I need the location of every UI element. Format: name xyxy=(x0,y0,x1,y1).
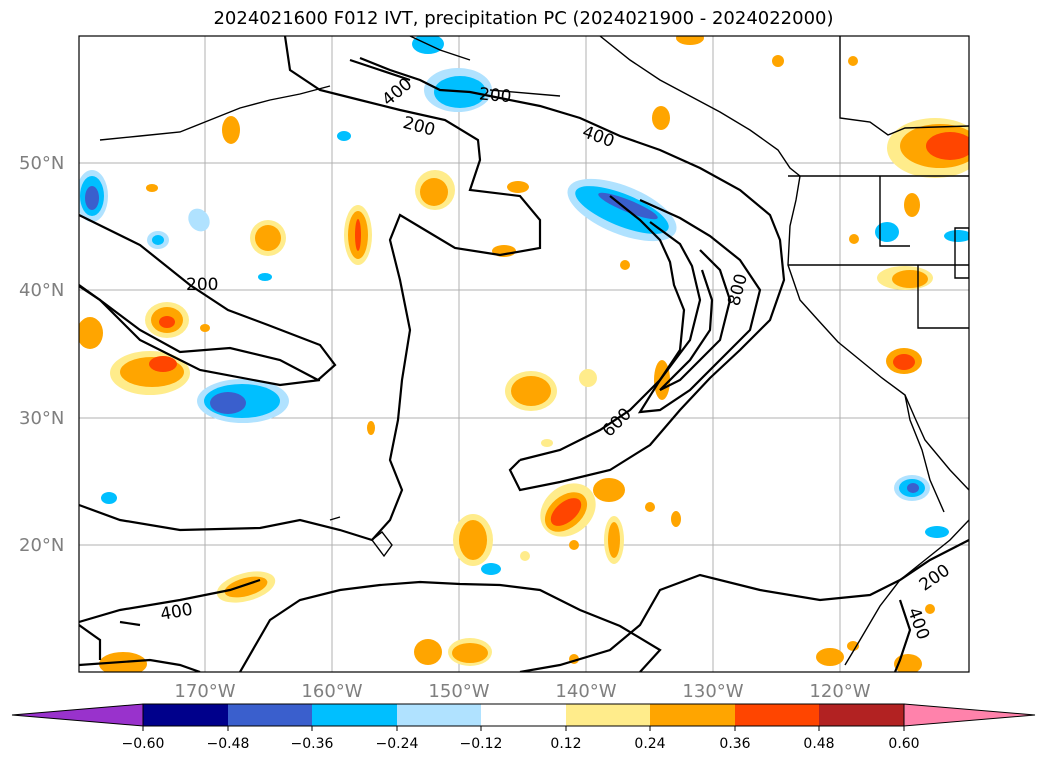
contour-label: 400 xyxy=(580,122,617,152)
contour-label: 200 xyxy=(478,84,512,107)
lon-label: 120°W xyxy=(809,681,870,702)
lat-label: 20°N xyxy=(19,535,64,556)
colorbar-extend-high xyxy=(903,703,1036,727)
longitude-labels: 170°W 160°W 150°W 140°W 130°W 120°W xyxy=(174,681,870,702)
lat-label: 50°N xyxy=(19,153,64,174)
colorbar-segment xyxy=(481,704,566,726)
colorbar-tick-label: 0.12 xyxy=(550,736,581,752)
colorbar-extend-low xyxy=(11,703,144,727)
colorbar-tick-label: −0.24 xyxy=(376,736,419,752)
contour-label: 400 xyxy=(379,74,417,110)
contour-labels: 400 200 200 400 200 800 600 400 200 400 xyxy=(159,74,954,642)
map-title: 2024021600 F012 IVT, precipitation PC (2… xyxy=(213,8,834,29)
gridlines xyxy=(79,36,969,672)
contour-label: 200 xyxy=(186,275,218,295)
lon-label: 130°W xyxy=(682,681,743,702)
latitude-labels: 50°N 40°N 30°N 20°N xyxy=(19,153,64,556)
colorbar-tick-label: 0.60 xyxy=(888,736,919,752)
colorbar-tick-label: −0.60 xyxy=(122,736,165,752)
lat-label: 40°N xyxy=(19,280,64,301)
colorbar-tick-label: −0.36 xyxy=(291,736,334,752)
colorbar-tick-label: −0.48 xyxy=(207,736,250,752)
ivt-contours xyxy=(79,36,969,672)
colorbar-tick-label: 0.24 xyxy=(634,736,665,752)
colorbar-tick-label: −0.12 xyxy=(460,736,503,752)
lon-label: 150°W xyxy=(428,681,489,702)
lon-label: 140°W xyxy=(555,681,616,702)
colorbar-segment xyxy=(228,704,312,726)
lon-label: 160°W xyxy=(301,681,362,702)
colorbar-tick-label: 0.48 xyxy=(803,736,834,752)
lon-label: 170°W xyxy=(174,681,235,702)
colorbar: −0.60 −0.48 −0.36 −0.24 −0.12 0.12 0.24 … xyxy=(11,703,1036,752)
colorbar-segment xyxy=(143,704,228,726)
colorbar-segment xyxy=(735,704,819,726)
colorbar-segment xyxy=(566,704,650,726)
contour-label: 800 xyxy=(724,272,752,309)
lat-label: 30°N xyxy=(19,408,64,429)
colorbar-tick-label: 0.36 xyxy=(719,736,750,752)
contour-label: 400 xyxy=(159,600,194,625)
colorbar-segment xyxy=(312,704,397,726)
plot-frame xyxy=(78,35,970,673)
colorbar-segment xyxy=(397,704,481,726)
colorbar-segment xyxy=(650,704,735,726)
precip-anomaly-shading xyxy=(79,36,969,672)
colorbar-segment xyxy=(819,704,904,726)
